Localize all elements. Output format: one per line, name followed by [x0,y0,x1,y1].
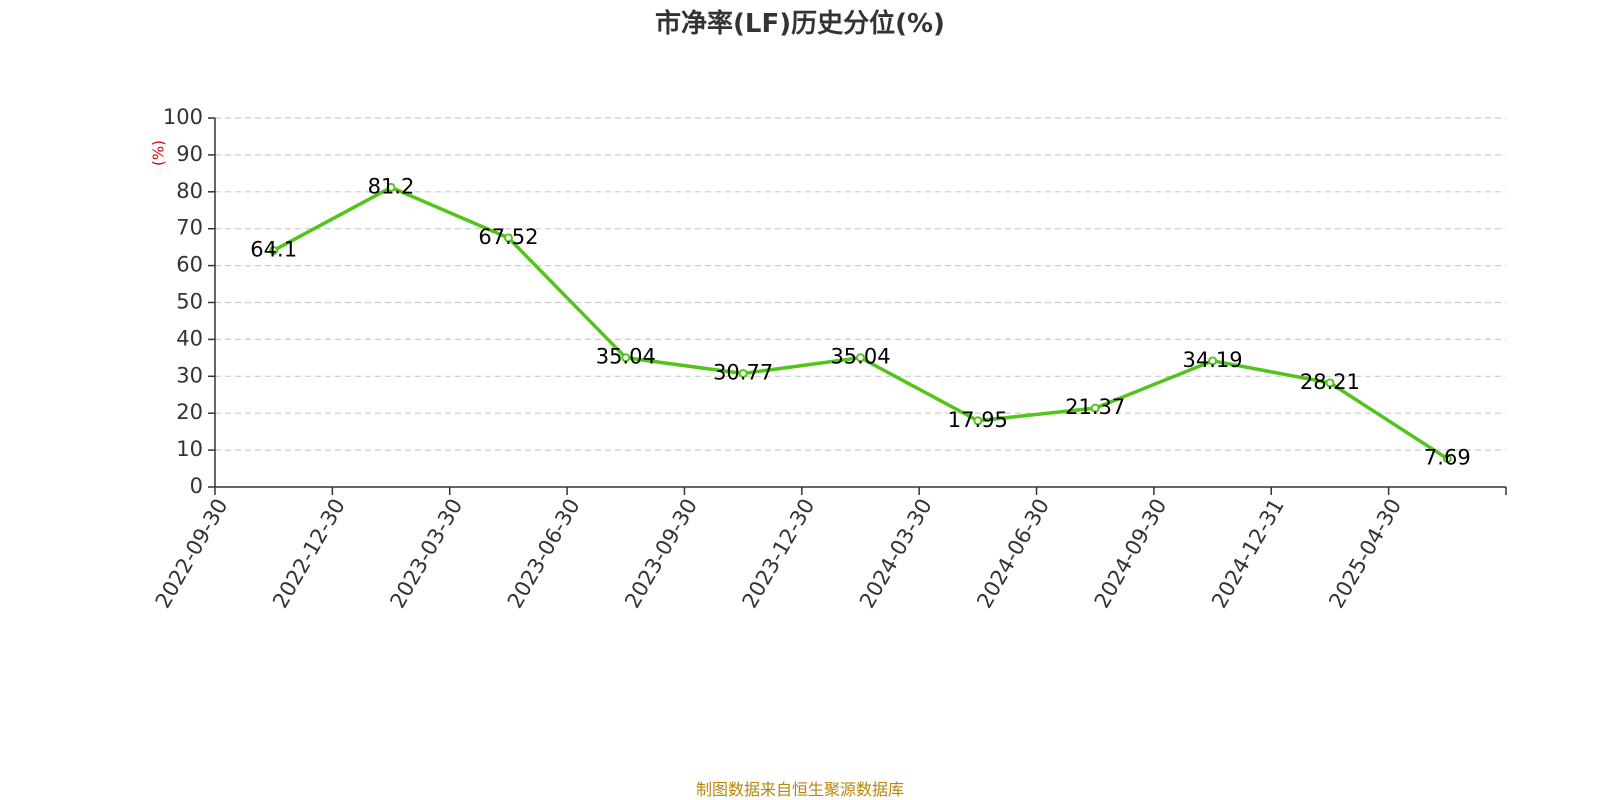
y-tick-label: 10 [176,437,203,461]
data-labels: 64.1 81.2 67.52 35.04 30.77 35.04 17.95 21.37 34… [250,174,1470,469]
x-axis-ticks: 2022-09-30 2022-12-30 2023-03-30 2023-06-30… [151,487,1507,613]
y-tick-label: 30 [176,363,203,387]
x-tick-label: 2024-09-30 [1090,495,1172,613]
data-label: 67.52 [478,225,538,249]
y-tick-label: 50 [176,290,203,314]
x-tick-label: 2022-09-30 [151,495,233,613]
y-axis-ticks: 0 10 20 30 40 50 60 70 80 90 100 [163,105,215,498]
x-tick-label: 2023-03-30 [385,495,467,613]
data-label: 64.1 [250,237,297,261]
x-tick-label: 2023-06-30 [503,495,585,613]
y-tick-label: 60 [176,253,203,277]
x-tick-label: 2022-12-30 [268,495,350,613]
data-point [503,233,513,243]
x-tick-label: 2025-04-30 [1324,495,1406,613]
data-label: 35.04 [596,345,656,369]
y-tick-label: 90 [176,142,203,166]
y-tick-label: 40 [176,326,203,350]
x-tick-label: 2024-06-30 [972,495,1054,613]
data-label: 30.77 [713,360,773,384]
data-point [1090,403,1100,413]
data-point [269,245,279,255]
data-point [1325,378,1335,388]
chart-title: 市净率(LF)历史分位(%) [655,9,945,39]
y-tick-label: 70 [176,216,203,240]
data-label: 7.69 [1424,446,1471,470]
data-label: 34.19 [1183,348,1243,372]
data-point [973,416,983,426]
series-line [272,185,1449,461]
x-tick-label: 2023-12-30 [738,495,820,613]
data-source-note: 制图数据来自恒生聚源数据库 [695,780,904,799]
y-tick-label: 100 [163,105,203,129]
data-point [856,353,865,363]
data-label: 21.37 [1065,395,1125,419]
x-tick-label: 2023-09-30 [620,495,702,613]
grid-lines [215,117,1506,451]
x-tick-label: 2024-03-30 [855,495,937,613]
data-point [738,368,748,378]
data-label: 17.95 [948,408,1008,432]
data-point [1208,356,1218,366]
data-point [386,182,396,192]
data-point [1442,454,1452,464]
data-label: 81.2 [368,174,415,198]
data-point [621,353,631,363]
y-tick-label: 0 [190,474,203,498]
y-tick-label: 80 [176,179,203,203]
y-tick-label: 20 [176,400,203,424]
data-label: 28.21 [1300,370,1360,394]
y-axis-unit-label: (%) [150,140,168,166]
data-label: 35.04 [830,345,890,369]
x-tick-label: 2024-12-31 [1207,495,1289,613]
series [269,182,1452,464]
